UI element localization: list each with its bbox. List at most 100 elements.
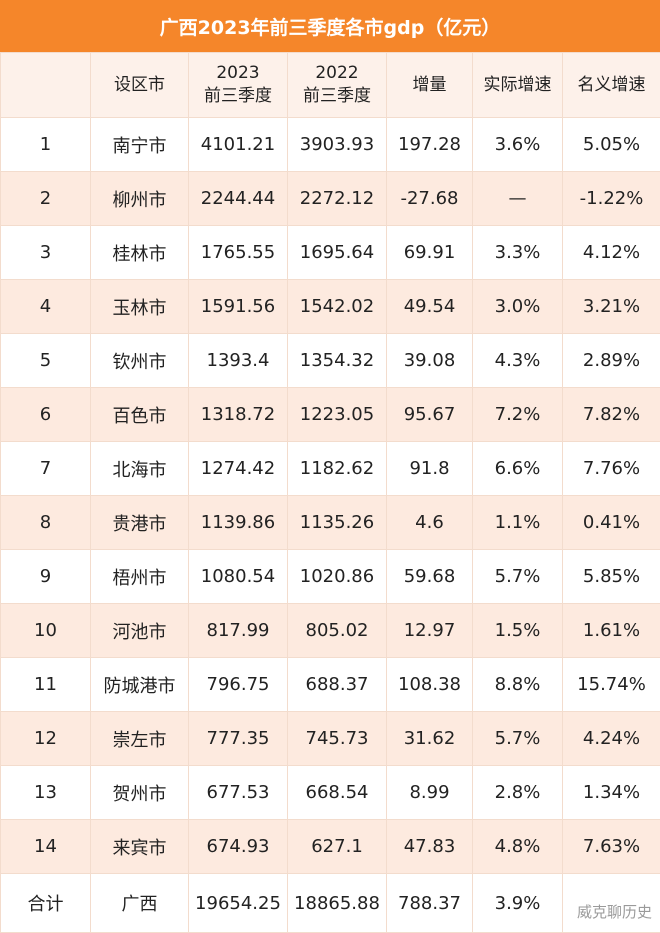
cell: 5 — [1, 334, 91, 388]
cell: 7.63% — [563, 820, 660, 874]
cell: 59.68 — [387, 550, 473, 604]
header-line: 增量 — [387, 74, 472, 97]
cell: 197.28 — [387, 118, 473, 172]
cell: 1695.64 — [288, 226, 387, 280]
cell: 1542.02 — [288, 280, 387, 334]
cell: 1591.56 — [189, 280, 288, 334]
cell: 1274.42 — [189, 442, 288, 496]
header-line: 实际增速 — [473, 74, 562, 97]
cell: 7.82% — [563, 388, 660, 442]
cell: 5.85% — [563, 550, 660, 604]
cell: 贵港市 — [91, 496, 189, 550]
cell: 4.12% — [563, 226, 660, 280]
cell: 1 — [1, 118, 91, 172]
cell: 7 — [1, 442, 91, 496]
cell: 5.05% — [563, 118, 660, 172]
cell: 2.8% — [473, 766, 563, 820]
cell: 12 — [1, 712, 91, 766]
header-cell: 设区市 — [91, 53, 189, 118]
cell: 1354.32 — [288, 334, 387, 388]
cell: 805.02 — [288, 604, 387, 658]
cell: 4.6 — [387, 496, 473, 550]
cell: 4.3% — [473, 334, 563, 388]
cell: 梧州市 — [91, 550, 189, 604]
cell: 4.8% — [473, 820, 563, 874]
cell: 1080.54 — [189, 550, 288, 604]
header-cell: 实际增速 — [473, 53, 563, 118]
cell: 8 — [1, 496, 91, 550]
cell: 668.54 — [288, 766, 387, 820]
cell: 2244.44 — [189, 172, 288, 226]
cell: 1223.05 — [288, 388, 387, 442]
cell: 钦州市 — [91, 334, 189, 388]
cell: 4 — [1, 280, 91, 334]
cell: 桂林市 — [91, 226, 189, 280]
cell: 3.21% — [563, 280, 660, 334]
cell: 5.7% — [473, 550, 563, 604]
cell: 788.37 — [387, 874, 473, 933]
cell: 2 — [1, 172, 91, 226]
cell: 674.93 — [189, 820, 288, 874]
cell: 1182.62 — [288, 442, 387, 496]
cell: 7.76% — [563, 442, 660, 496]
header-line: 前三季度 — [189, 85, 287, 108]
cell: 百色市 — [91, 388, 189, 442]
cell: 1.5% — [473, 604, 563, 658]
cell: 7.2% — [473, 388, 563, 442]
cell: 13 — [1, 766, 91, 820]
cell: 31.62 — [387, 712, 473, 766]
cell: 8.8% — [473, 658, 563, 712]
cell: 2272.12 — [288, 172, 387, 226]
cell: 来宾市 — [91, 820, 189, 874]
cell: 9 — [1, 550, 91, 604]
cell: 3903.93 — [288, 118, 387, 172]
cell: 19654.25 — [189, 874, 288, 933]
cell: — — [473, 172, 563, 226]
header-line: 2022 — [288, 62, 386, 85]
cell: 0.41% — [563, 496, 660, 550]
cell: 688.37 — [288, 658, 387, 712]
header-line: 2023 — [189, 62, 287, 85]
cell: 777.35 — [189, 712, 288, 766]
cell: 柳州市 — [91, 172, 189, 226]
cell: 95.67 — [387, 388, 473, 442]
cell: 1318.72 — [189, 388, 288, 442]
cell: 18865.88 — [288, 874, 387, 933]
cell: 防城港市 — [91, 658, 189, 712]
cell: -27.68 — [387, 172, 473, 226]
header-cell — [1, 53, 91, 118]
cell: 14 — [1, 820, 91, 874]
cell: 3.0% — [473, 280, 563, 334]
cell: 39.08 — [387, 334, 473, 388]
cell: 1.1% — [473, 496, 563, 550]
cell: 817.99 — [189, 604, 288, 658]
cell: 91.8 — [387, 442, 473, 496]
title-bar: 广西2023年前三季度各市gdp（亿元） — [0, 0, 660, 52]
cell: 4101.21 — [189, 118, 288, 172]
cell: 2.89% — [563, 334, 660, 388]
header-line: 名义增速 — [563, 74, 660, 97]
cell: 5.7% — [473, 712, 563, 766]
cell: 1020.86 — [288, 550, 387, 604]
cell: 49.54 — [387, 280, 473, 334]
cell: 崇左市 — [91, 712, 189, 766]
cell: 3.9% — [473, 874, 563, 933]
cell: 河池市 — [91, 604, 189, 658]
cell: 108.38 — [387, 658, 473, 712]
